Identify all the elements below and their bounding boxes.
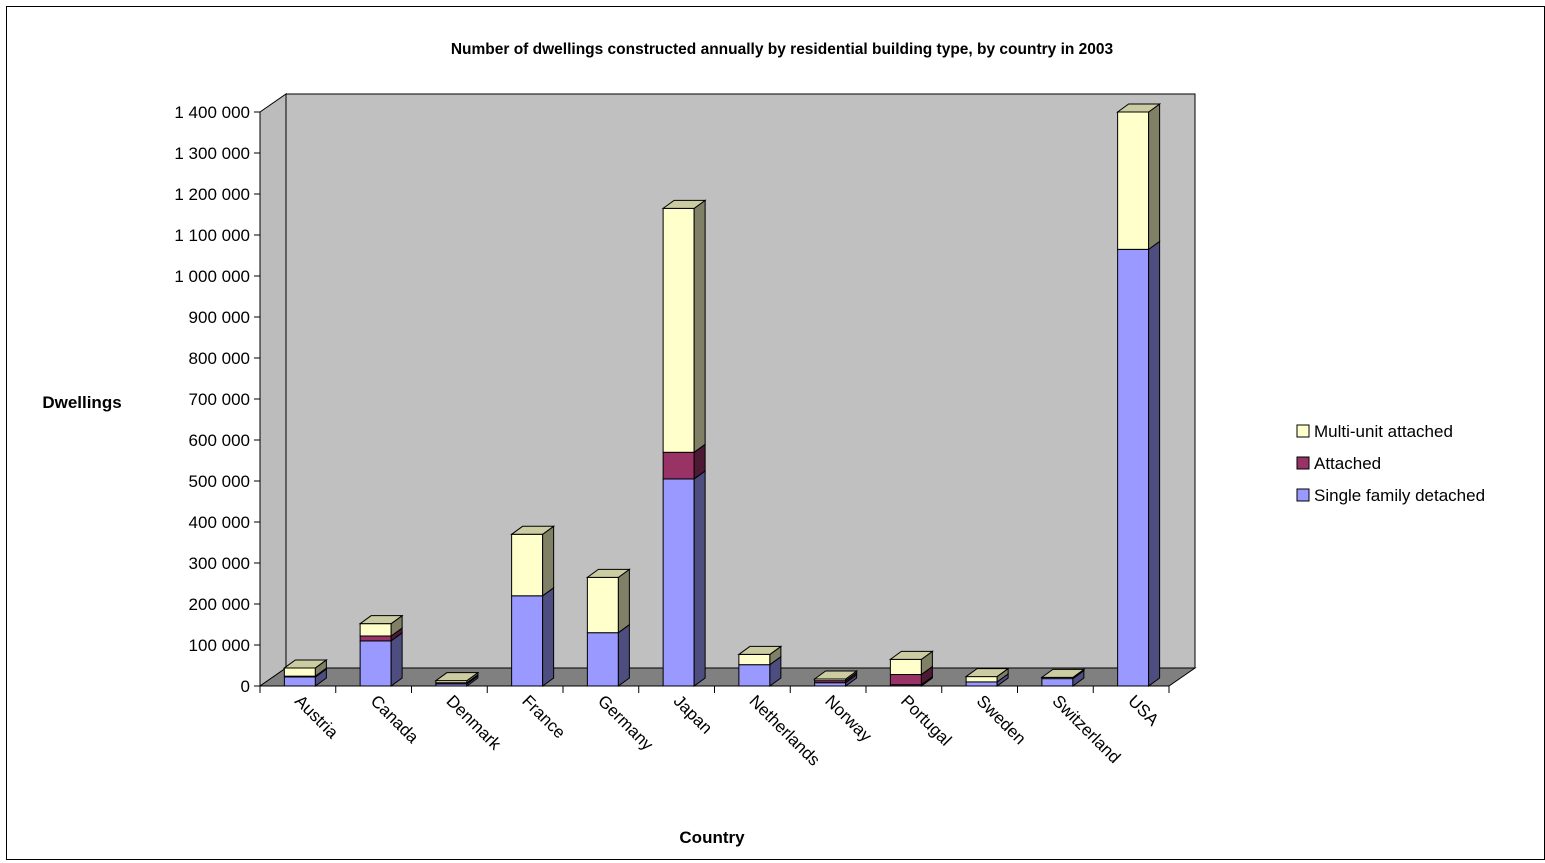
bar-canada-single-family-detached-side [390, 631, 403, 687]
bar-top-germany [585, 568, 631, 578]
bar-stack-usa [1116, 103, 1162, 687]
bar-stack-norway [813, 670, 859, 687]
bar-japan-single-family-detached-side [693, 469, 706, 687]
y-tick-label: 500 000 [189, 472, 250, 491]
bar-germany-multi-unit-attached [586, 576, 619, 634]
bar-usa-multi-unit-attached-side [1148, 103, 1161, 251]
x-tick-label: Netherlands [746, 691, 824, 769]
bar-top-japan [661, 199, 707, 209]
bar-top-sweden [964, 668, 1010, 678]
bar-usa-multi-unit-attached [1117, 111, 1150, 250]
bar-canada-single-family-detached [359, 640, 392, 687]
bar-top-austria [282, 659, 328, 669]
x-axis-label: Country [679, 828, 745, 847]
chart-frame: Number of dwellings constructed annually… [6, 6, 1545, 860]
legend: Multi-unit attached Attached Single family… [1296, 422, 1485, 505]
bar-stack-portugal [888, 650, 934, 687]
y-tick-label: 1 000 000 [174, 267, 250, 286]
bar-stack-sweden [964, 667, 1010, 687]
bar-stack-denmark [434, 671, 480, 687]
side-wall [259, 93, 287, 687]
bar-germany-multi-unit-attached-side [617, 568, 630, 634]
x-tick-label: Switzerland [1049, 691, 1125, 767]
y-axis-label: Dwellings [42, 393, 121, 412]
y-tick-label: 400 000 [189, 513, 250, 532]
legend-swatch-single-family-detached [1296, 488, 1310, 502]
bar-top-canada [358, 615, 404, 625]
y-tick-label: 300 000 [189, 554, 250, 573]
bar-stack-austria [282, 658, 328, 687]
bar-portugal-attached [889, 674, 922, 686]
bar-stack-japan [661, 199, 707, 687]
y-tick-label: 800 000 [189, 349, 250, 368]
y-tick-label: 200 000 [189, 595, 250, 614]
bar-france-multi-unit-attached [511, 533, 544, 597]
bar-stack-germany [585, 568, 631, 687]
y-tick-label: 700 000 [189, 390, 250, 409]
bar-portugal-multi-unit-attached [889, 658, 922, 676]
y-tick-label: 0 [241, 677, 250, 696]
bar-canada-attached [359, 635, 392, 642]
legend-label-multi-unit-attached: Multi-unit attached [1314, 422, 1453, 441]
chart-title: Number of dwellings constructed annually… [451, 41, 1114, 58]
y-tick-label: 600 000 [189, 431, 250, 450]
x-tick-label: Canada [367, 691, 423, 747]
bar-austria-single-family-detached [283, 676, 316, 687]
x-tick-label: Japan [670, 691, 716, 737]
bar-stack-switzerland [1040, 668, 1086, 687]
y-tick-label: 1 300 000 [174, 144, 250, 163]
legend-swatch-multi-unit-attached [1296, 424, 1310, 438]
bar-japan-attached [662, 451, 695, 480]
bar-canada-multi-unit-attached [359, 623, 392, 637]
bar-japan-multi-unit-attached [662, 207, 695, 453]
back-wall [285, 93, 1196, 669]
legend-label-attached: Attached [1314, 454, 1381, 473]
bar-stack-canada [358, 614, 404, 687]
y-tick-label: 900 000 [189, 308, 250, 327]
x-tick-label: USA [1124, 691, 1163, 730]
bar-japan-multi-unit-attached-side [693, 199, 706, 454]
x-tick-label: Norway [821, 691, 876, 746]
bar-switzerland-single-family-detached [1041, 678, 1074, 687]
bar-germany-single-family-detached [586, 632, 619, 687]
plot-area: 0 100 000 200 000 300 000 400 000 500 000 600 … [174, 93, 1197, 770]
bar-top-denmark [434, 672, 480, 682]
bar-sweden-multi-unit-attached [965, 676, 998, 683]
y-tick-label: 1 400 000 [174, 103, 250, 122]
bar-france-single-family-detached-side [542, 586, 555, 687]
bar-top-france [510, 525, 556, 535]
chart-svg: Number of dwellings constructed annually… [42, 41, 1485, 847]
y-tick-label: 1 200 000 [174, 185, 250, 204]
bar-netherlands-multi-unit-attached [738, 653, 771, 666]
bar-france-single-family-detached [511, 595, 544, 687]
y-tick-label: 1 100 000 [174, 226, 250, 245]
legend-label-single-family-detached: Single family detached [1314, 486, 1485, 505]
bar-austria-multi-unit-attached [283, 667, 316, 677]
bar-usa-single-family-detached-side [1148, 240, 1161, 687]
bar-top-netherlands [737, 645, 783, 655]
x-tick-label: Austria [291, 691, 342, 742]
bar-france-multi-unit-attached-side [542, 525, 555, 597]
legend-swatch-attached [1296, 456, 1310, 470]
bar-stack-france [510, 525, 556, 687]
bar-japan-single-family-detached [662, 478, 695, 687]
bar-top-switzerland [1040, 668, 1086, 678]
x-tick-label: Germany [594, 691, 657, 754]
bar-usa-single-family-detached [1117, 248, 1150, 687]
x-tick-label: France [518, 691, 569, 742]
y-tick-label: 100 000 [189, 636, 250, 655]
bar-stack-netherlands [737, 645, 783, 687]
bar-germany-single-family-detached-side [617, 623, 630, 687]
x-tick-label: Denmark [443, 691, 506, 754]
bar-top-norway [813, 670, 859, 680]
bar-top-portugal [888, 650, 934, 660]
bar-netherlands-single-family-detached [738, 664, 771, 687]
x-tick-label: Portugal [897, 691, 955, 749]
x-tick-label: Sweden [973, 691, 1030, 748]
bar-top-usa [1116, 103, 1162, 113]
bar-sweden-single-family-detached [965, 681, 998, 687]
